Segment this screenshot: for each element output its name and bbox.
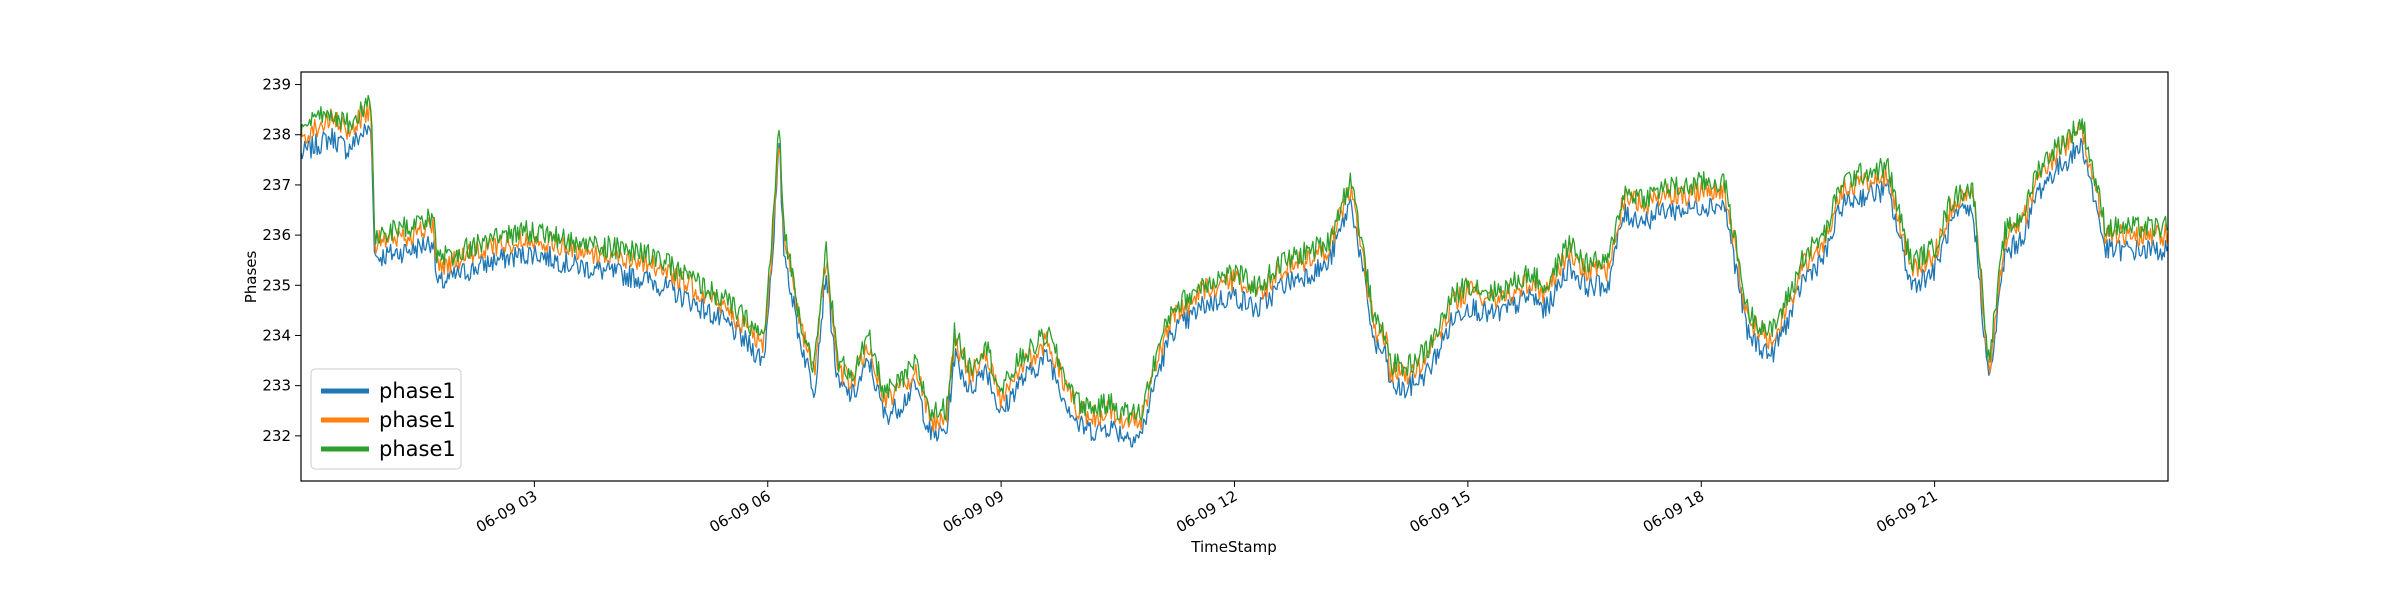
y-tick-label: 239 (262, 76, 291, 94)
y-tick-label: 238 (262, 126, 291, 144)
y-tick-label: 233 (262, 377, 291, 395)
series-line-3 (301, 94, 2168, 424)
legend-label: phase1 (379, 437, 456, 461)
y-tick-label: 232 (262, 427, 291, 445)
x-axis-label: TimeStamp (1190, 538, 1276, 556)
y-tick-label: 236 (262, 226, 291, 244)
series-layer (301, 94, 2168, 448)
legend-label: phase1 (379, 408, 456, 432)
y-tick-label: 235 (262, 276, 291, 294)
legend: phase1 phase1 phase1 (310, 368, 462, 470)
legend-label: phase1 (379, 379, 456, 403)
y-axis-label: Phases (242, 251, 260, 304)
y-tick-label: 237 (262, 176, 291, 194)
y-tick-label: 234 (262, 326, 291, 344)
legend-box (310, 368, 462, 470)
series-line-1 (301, 123, 2168, 448)
y-axis: 232 233 234 235 236 237 238 239 (262, 76, 301, 445)
